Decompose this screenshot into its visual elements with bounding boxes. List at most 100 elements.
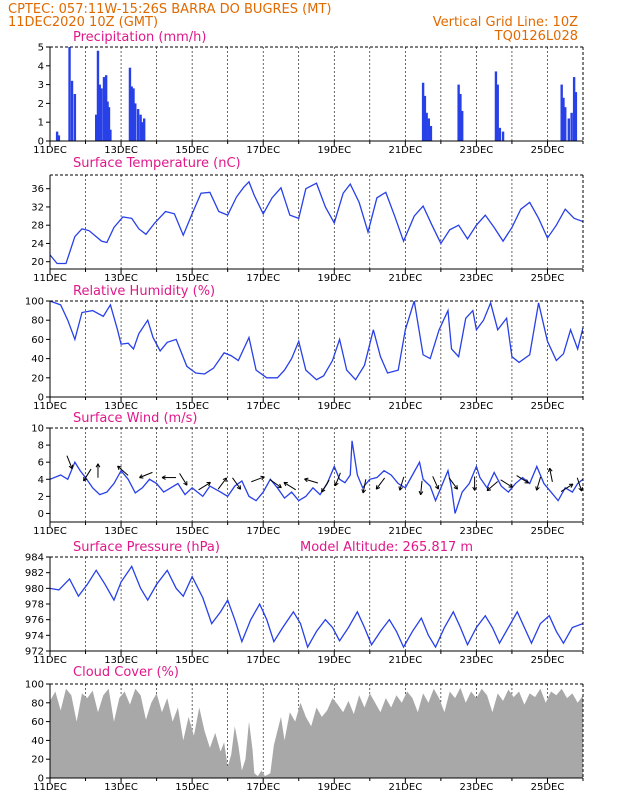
y-tick-label: 20 [31,257,44,268]
header-model-id: TQ0126L028 [494,29,578,44]
panel-subtitle-pres: Model Altitude: 265.817 m [300,540,473,555]
precip-bar [560,84,563,141]
wind-vector [161,475,177,480]
x-tick-label: 23DEC [460,655,494,666]
wind-vector [217,477,228,490]
y-tick-label: 980 [25,584,44,595]
x-tick-label: 19DEC [317,273,351,284]
x-tick-label: 25DEC [531,782,565,793]
precip-bar [564,107,567,141]
precip-bar [496,84,499,141]
wind-vector [547,467,553,482]
y-tick-label: 6 [38,458,44,469]
wind-vector [361,479,367,494]
precip-bar [104,75,108,141]
x-tick-label: 15DEC [175,782,209,793]
wind-vector-head [535,486,540,491]
y-tick-label: 40 [31,736,44,747]
panel-title-rh: Relative Humidity (%) [73,284,215,299]
y-tick-label: 20 [31,373,44,384]
x-tick-label: 19DEC [317,401,351,412]
precip-bar [102,77,106,141]
wind-vector-head [578,487,583,492]
panels: Precipitation (mm/h) 0 1 2 3 4 5 11DEC 13DEC 15DE… [25,30,584,793]
y-tick-label: 984 [25,553,44,564]
x-tick-label: 25DEC [531,273,565,284]
precip-bar [459,94,462,141]
wind-vector-shaft [536,476,542,491]
wind-vector-shaft [375,477,386,490]
wind-vector-shaft [117,465,129,476]
panel-title-wind: Surface Wind (m/s) [73,411,197,426]
wind-vector-shaft [269,479,282,489]
wind-vector [251,475,265,483]
x-tick-label: 11DEC [33,273,67,284]
precip-bar [106,101,109,141]
wind-vector-head [453,485,458,490]
wind-vector-shaft [304,478,319,484]
panel-pres: Surface Pressure (hPa) Model Altitude: 26… [25,540,584,666]
wind-vector-shaft [139,471,153,479]
wind-vector-head [183,481,188,486]
x-tick-label: 13DEC [104,145,138,156]
precip-bar [136,109,140,141]
x-tick-label: 19DEC [317,526,351,537]
y-tick-label: 80 [31,316,44,327]
wind-vector-head [139,474,144,479]
wind-vector-head [206,481,211,487]
y-tick-label: 24 [31,239,44,250]
x-tick-label: 21DEC [388,145,422,156]
x-tick-label: 25DEC [531,401,565,412]
x-tick-label: 11DEC [33,782,67,793]
wind-vector-shaft [66,455,73,469]
wind-vector [179,473,188,486]
wind-vector [448,477,458,490]
wind-vector-shaft [334,472,341,486]
series-line-pres [50,565,583,649]
x-tick-label: 19DEC [317,655,351,666]
precip-bar [68,47,71,141]
wind-vector-head [260,475,265,481]
y-tick-label: 976 [25,615,44,626]
x-tick-label: 15DEC [175,655,209,666]
wind-vector [139,471,153,479]
y-tick-label: 100 [25,297,44,308]
y-tick-label: 80 [31,698,44,709]
panel-cloud: Cloud Cover (%) 0 20 40 60 80 100 11DEC 13DEC 15D… [25,665,584,793]
y-tick-label: 4 [38,475,44,486]
x-tick-label: 23DEC [460,273,494,284]
precip-bar [73,94,77,141]
x-tick-label: 25DEC [531,655,565,666]
x-tick-label: 17DEC [246,145,280,156]
precip-bar [421,82,425,141]
x-tick-label: 13DEC [104,401,138,412]
x-tick-label: 11DEC [33,526,67,537]
wind-vector [304,477,319,484]
wind-vector-head [472,486,477,491]
precip-bar [96,50,100,142]
y-tick-label: 20 [31,755,44,766]
wind-vector [321,479,330,493]
wind-vector [486,481,499,492]
x-tick-label: 21DEC [388,401,422,412]
x-tick-label: 25DEC [531,526,565,537]
y-tick-label: 4 [38,61,44,72]
wind-vector-head [283,481,288,487]
precip-bar [570,112,573,141]
wind-vector-shaft [432,476,439,490]
wind-vector-head [161,475,166,480]
x-tick-label: 11DEC [33,145,67,156]
panel-precip: Precipitation (mm/h) 0 1 2 3 4 5 11DEC 13DEC 15DE… [33,30,584,156]
precip-bar [423,95,427,141]
y-tick-label: 0 [38,137,44,148]
y-tick-label: 972 [25,647,44,658]
precip-bar [425,112,428,141]
wind-vector [95,463,101,478]
wind-vector [472,476,477,491]
wind-vector-shaft [448,477,458,490]
precip-bar [141,122,144,141]
x-tick-label: 21DEC [388,526,422,537]
wind-vector [516,475,529,484]
wind-vector [269,479,282,489]
wind-vector-shaft [486,481,499,492]
